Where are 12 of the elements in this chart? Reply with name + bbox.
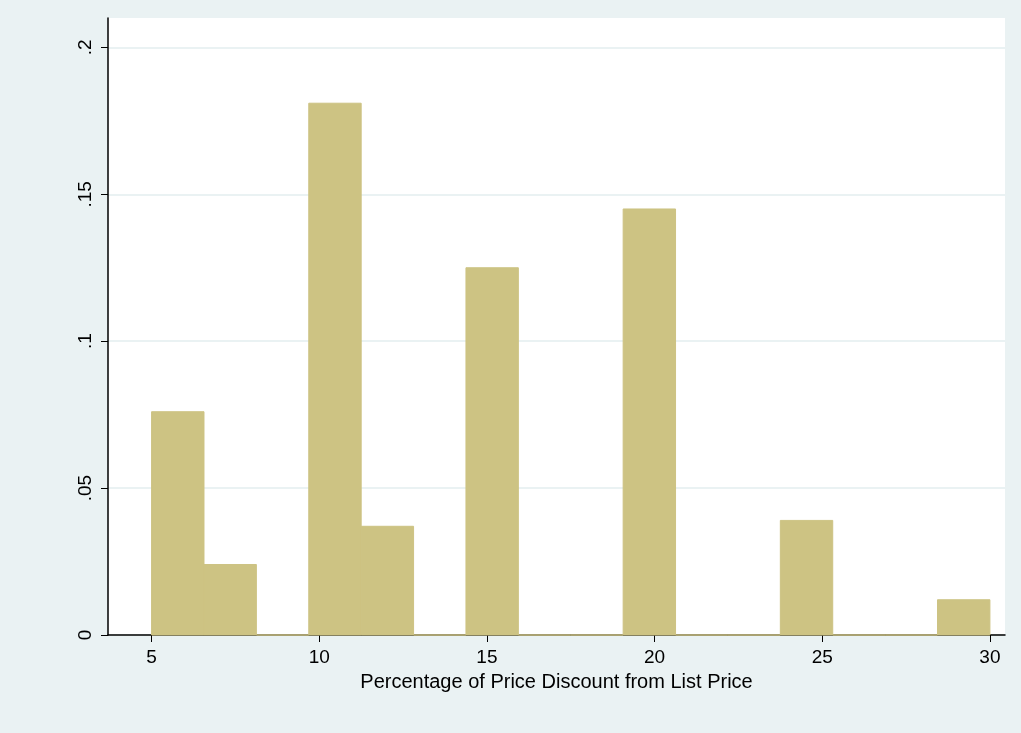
y-tick-label: 0	[74, 629, 95, 641]
x-tick-label: 30	[979, 646, 1001, 667]
y-tick-label: .2	[74, 39, 95, 56]
y-tick-label: .1	[74, 333, 95, 350]
y-tick-label: .15	[74, 181, 95, 208]
x-tick-label: 10	[308, 646, 330, 667]
x-tick-label: 15	[476, 646, 498, 667]
y-tick-label: .05	[74, 474, 95, 502]
x-tick-label: 25	[811, 646, 833, 667]
x-tick-label: 20	[644, 646, 666, 667]
x-tick-label: 5	[146, 646, 157, 667]
x-axis-title: Percentage of Price Discount from List Price	[360, 670, 753, 692]
